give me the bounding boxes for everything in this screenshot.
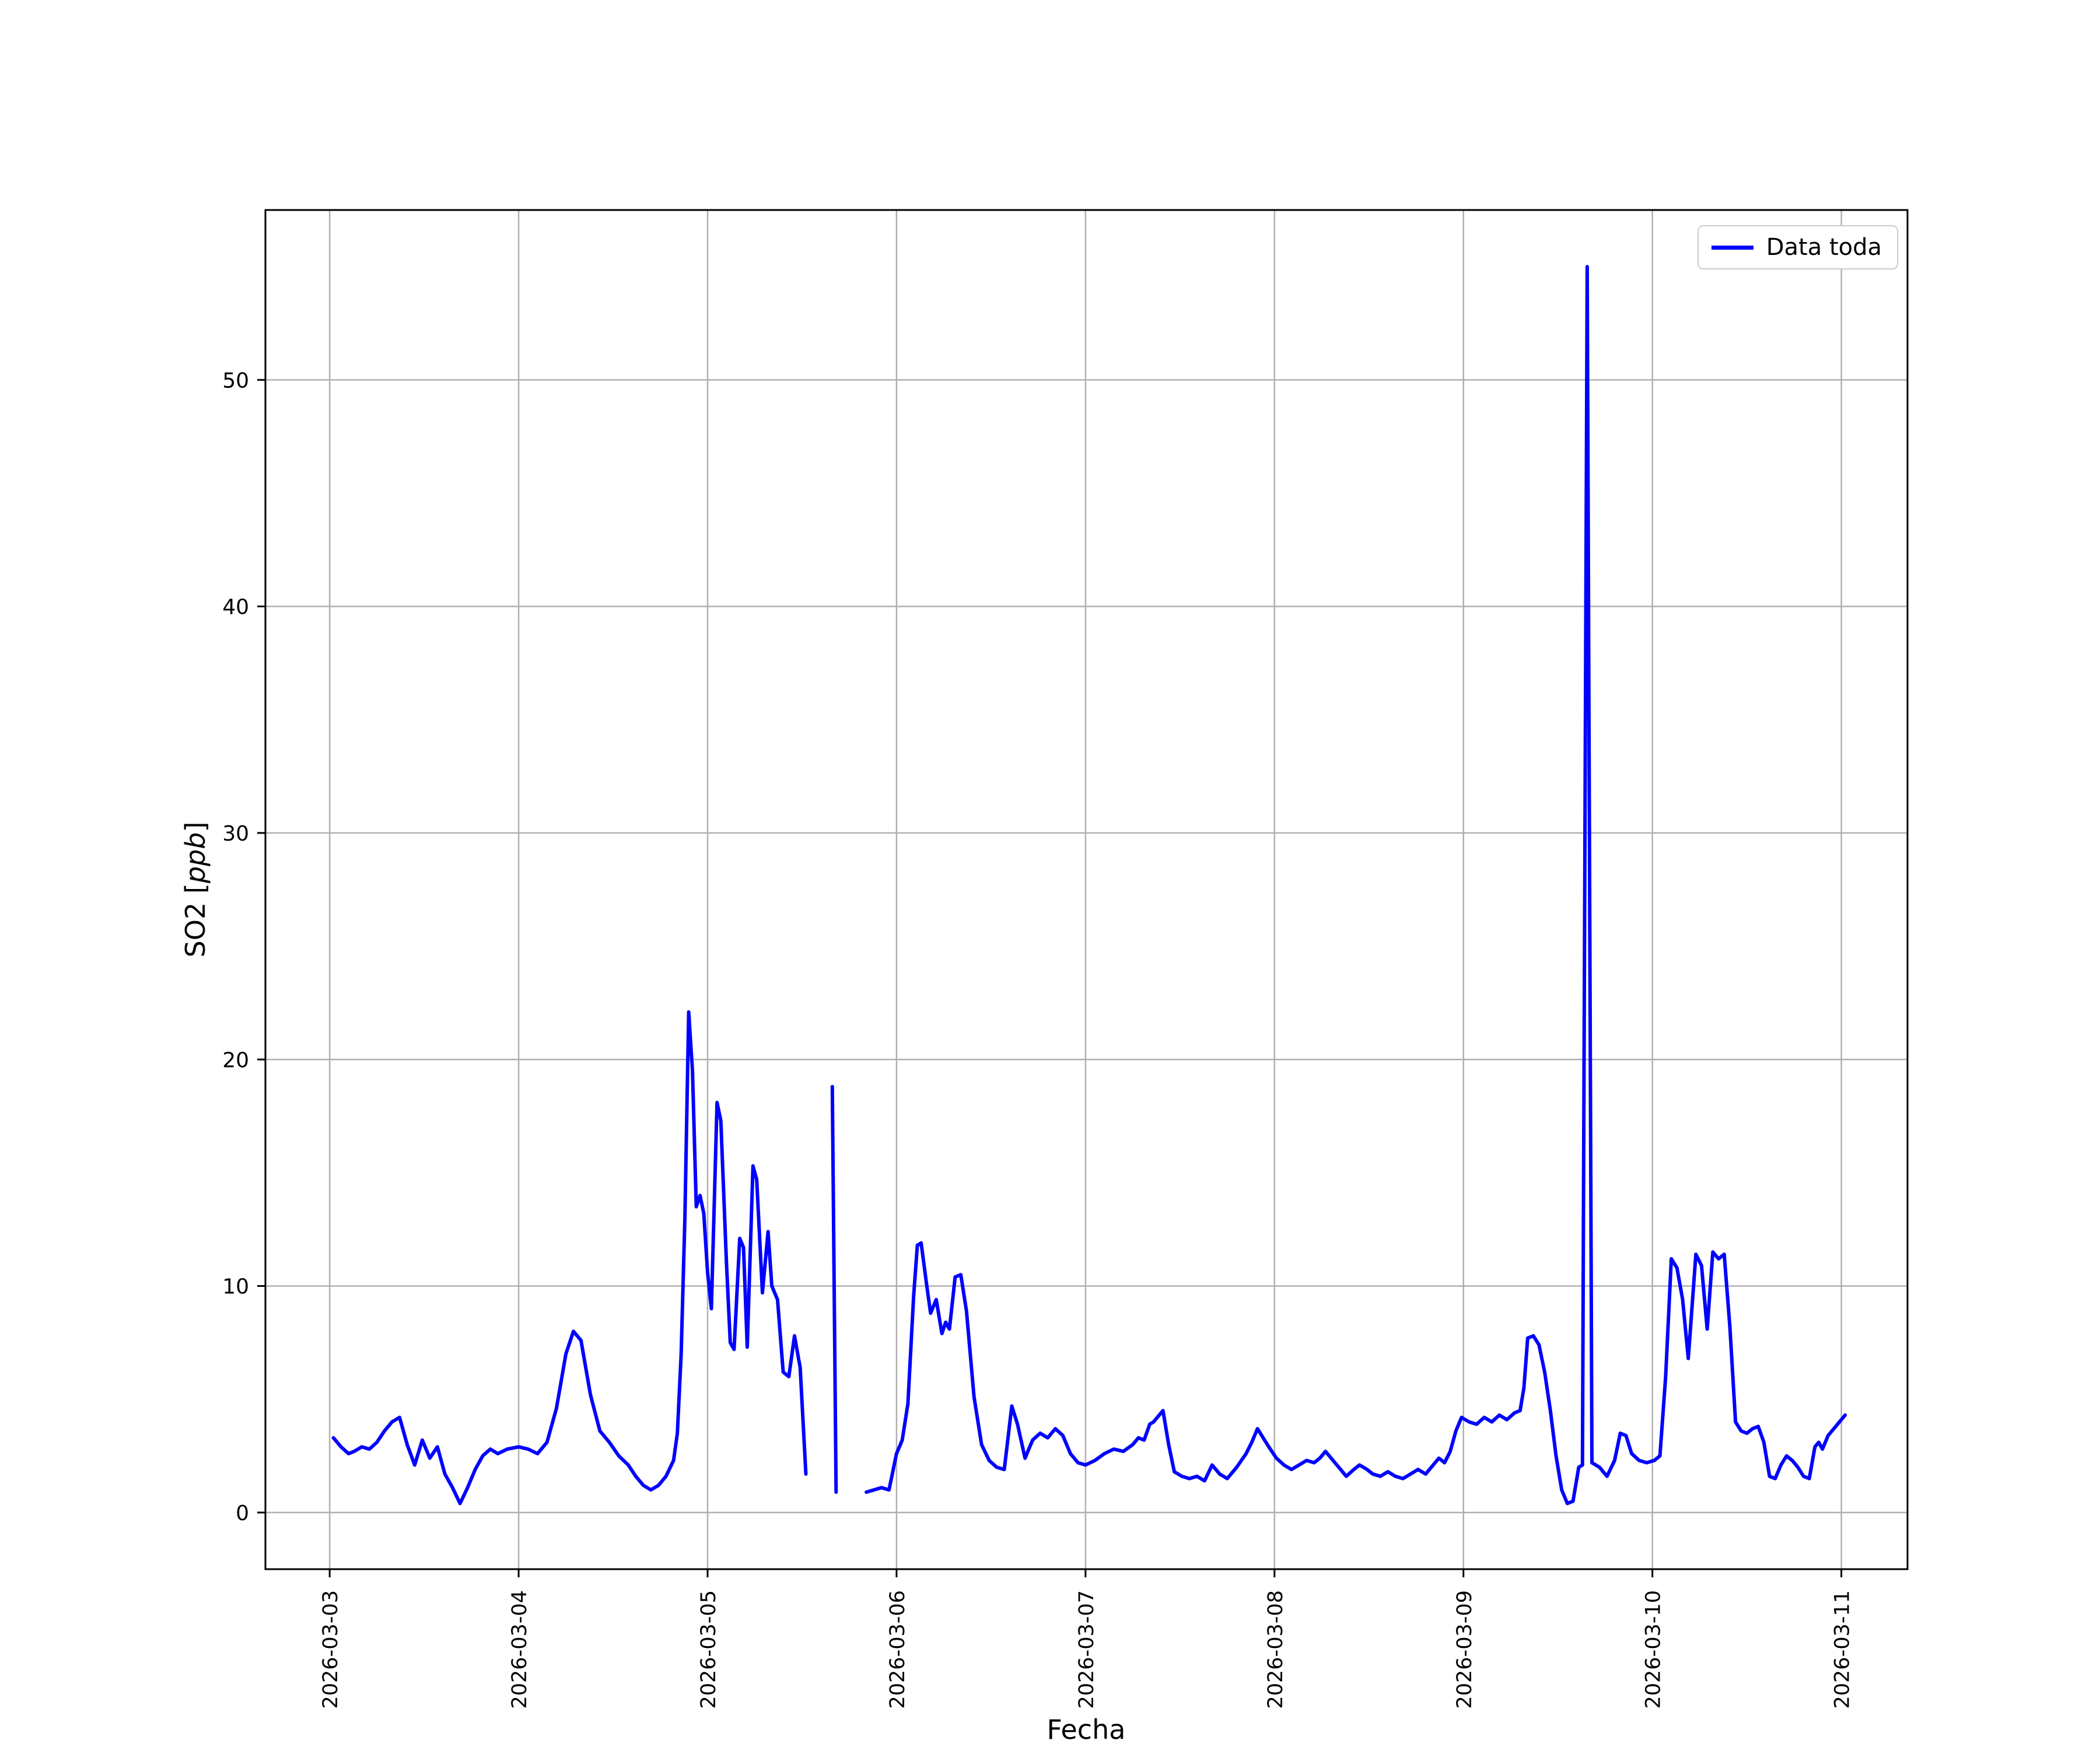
y-axis-label-unit: ppb: [180, 832, 211, 884]
legend-line-sample: [1711, 245, 1754, 250]
y-tick-label: 20: [222, 1048, 249, 1072]
x-tick-label: 2026-03-11: [1831, 1590, 1854, 1709]
x-tick-label: 2026-03-05: [697, 1590, 720, 1709]
x-tick-label: 2026-03-04: [508, 1590, 531, 1709]
y-tick-label: 0: [236, 1502, 249, 1525]
legend[interactable]: Data toda: [1697, 225, 1898, 270]
y-tick-label: 50: [222, 369, 249, 393]
x-tick-label: 2026-03-08: [1264, 1590, 1287, 1709]
y-tick-label: 10: [222, 1275, 249, 1299]
x-tick-label: 2026-03-06: [886, 1590, 909, 1709]
y-tick-label: 30: [222, 822, 249, 846]
x-axis-label: Fecha: [1046, 1714, 1126, 1745]
x-tick-label: 2026-03-10: [1642, 1590, 1665, 1709]
data-line: [331, 1010, 808, 1506]
y-axis-label-suffix: ]: [180, 821, 211, 832]
x-tick-label: 2026-03-09: [1453, 1590, 1476, 1709]
legend-label: Data toda: [1766, 234, 1882, 261]
x-tick-label: 2026-03-07: [1075, 1590, 1098, 1709]
y-tick-label: 40: [222, 596, 249, 620]
data-line: [864, 265, 1847, 1506]
x-tick-label: 2026-03-03: [319, 1590, 342, 1709]
y-axis-label: SO2 [ppb]: [172, 715, 219, 1065]
axes-frame: [264, 209, 1909, 1570]
data-line: [830, 1084, 838, 1494]
y-axis-label-prefix: SO2 [: [180, 883, 211, 958]
